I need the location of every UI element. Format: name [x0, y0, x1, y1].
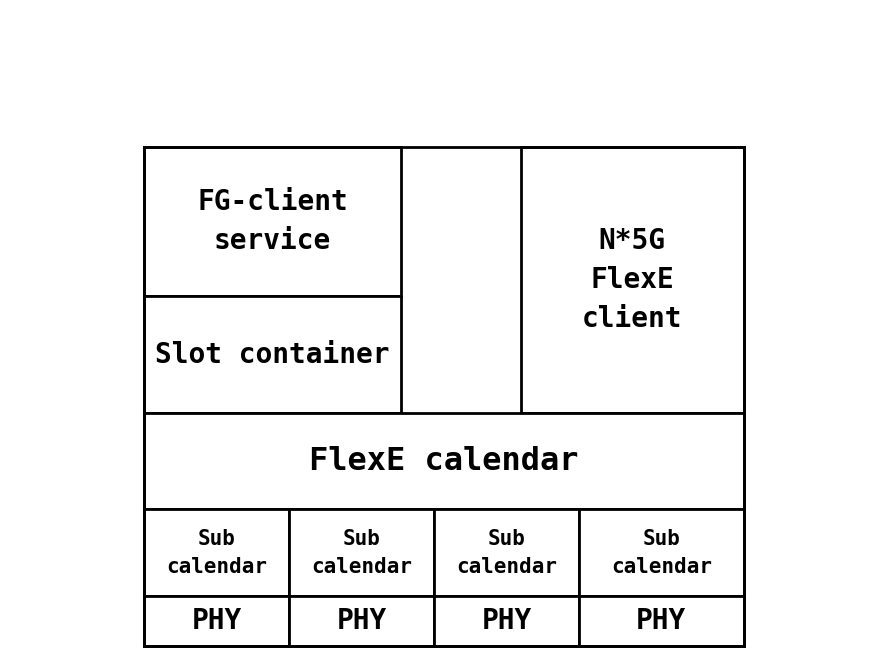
- Bar: [289, 596, 434, 646]
- Bar: [579, 509, 743, 596]
- Text: PHY: PHY: [481, 607, 532, 635]
- Bar: [579, 596, 743, 646]
- Text: Sub
calendar: Sub calendar: [456, 529, 557, 577]
- Bar: [520, 147, 743, 413]
- Text: N*5G
FlexE
client: N*5G FlexE client: [582, 226, 682, 333]
- Text: PHY: PHY: [337, 607, 386, 635]
- Bar: [145, 147, 400, 296]
- Bar: [434, 596, 579, 646]
- Bar: [434, 509, 579, 596]
- Bar: [145, 413, 743, 509]
- Text: Sub
calendar: Sub calendar: [311, 529, 412, 577]
- Bar: [145, 147, 743, 646]
- Text: Slot container: Slot container: [155, 340, 390, 369]
- Text: Sub
calendar: Sub calendar: [611, 529, 712, 577]
- Bar: [145, 509, 289, 596]
- Text: PHY: PHY: [192, 607, 242, 635]
- Bar: [145, 296, 400, 413]
- Bar: [145, 596, 289, 646]
- Bar: [289, 509, 434, 596]
- Text: Sub
calendar: Sub calendar: [166, 529, 267, 577]
- Text: FlexE calendar: FlexE calendar: [309, 446, 579, 477]
- Text: FG-client
service: FG-client service: [197, 188, 348, 255]
- Text: PHY: PHY: [636, 607, 686, 635]
